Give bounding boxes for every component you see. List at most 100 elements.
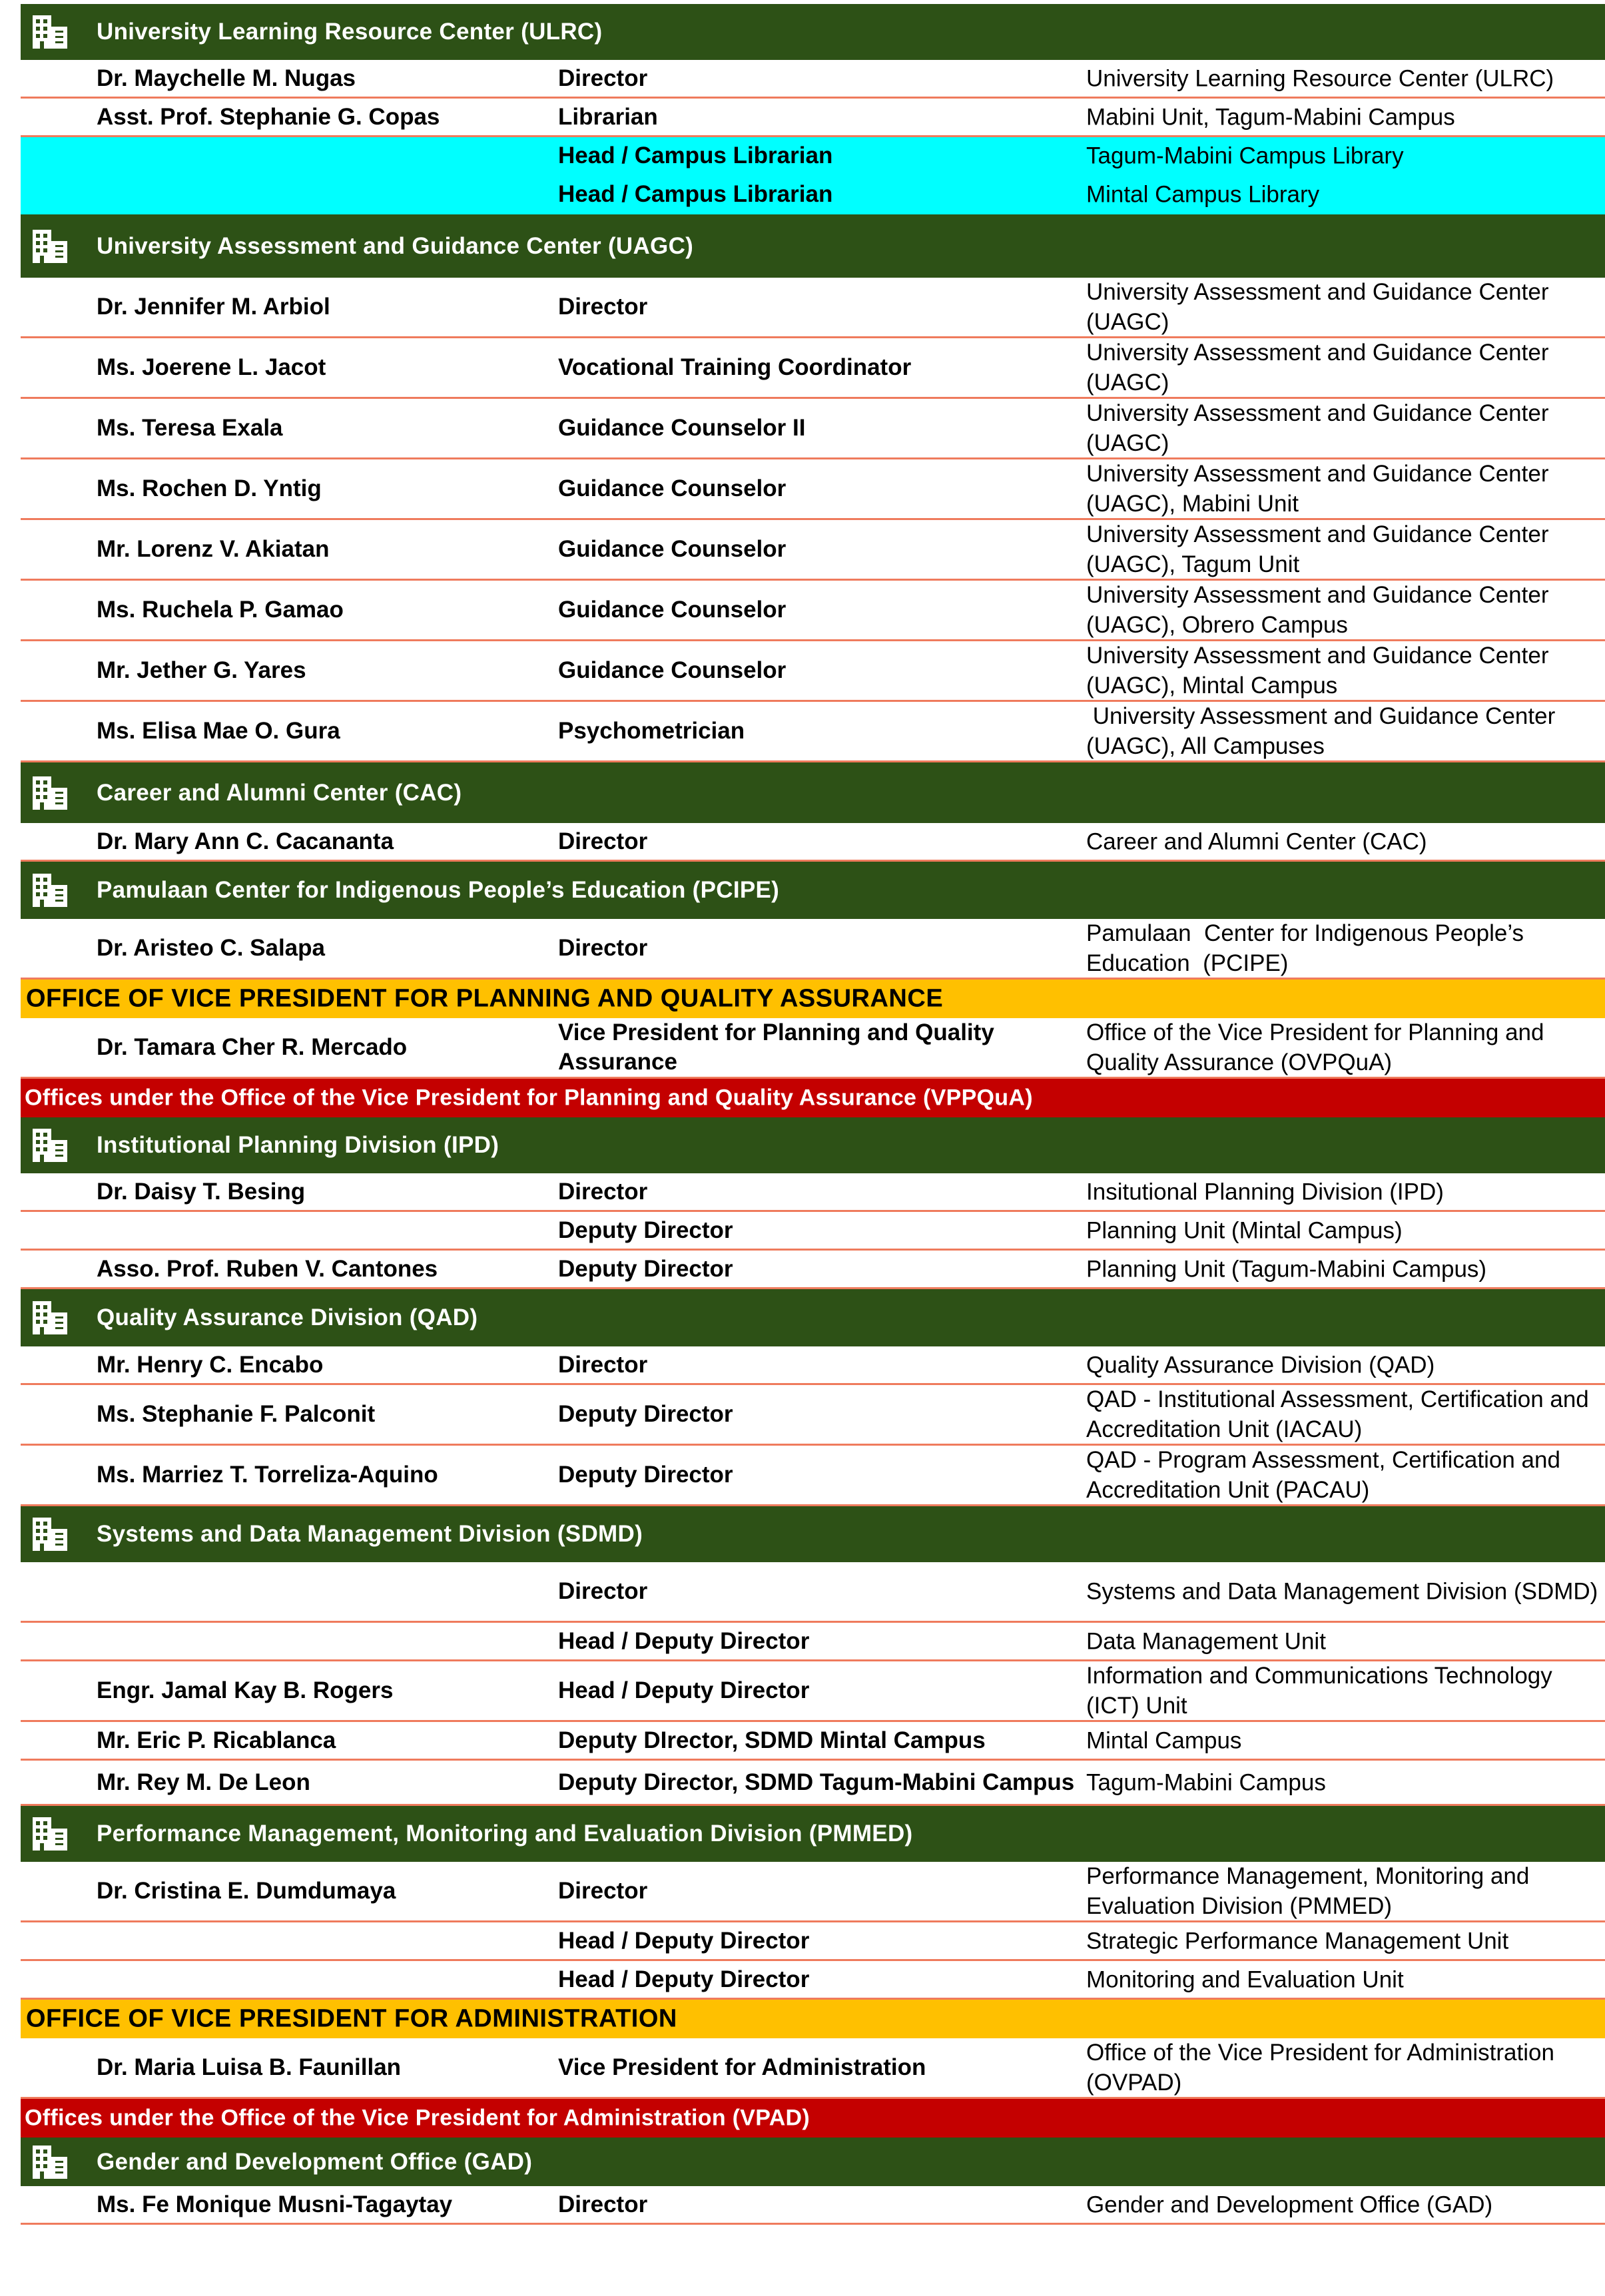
person-name: Dr. Maria Luisa B. Faunillan <box>97 2054 402 2080</box>
person-name: Ms. Marriez T. Torreliza-Aquino <box>97 1462 438 1488</box>
section-header: Performance Management, Monitoring and E… <box>21 1806 1605 1862</box>
position-cell: Director <box>558 1578 648 1604</box>
person-name: Ms. Fe Monique Musni-Tagaytay <box>97 2191 453 2217</box>
table-row: Head / Deputy Director Data Management Un… <box>21 1623 1605 1661</box>
position-cell: Head / Campus Librarian <box>558 142 833 168</box>
unit-cell: QAD - Program Assessment, Certification … <box>1086 1447 1566 1503</box>
position-cell: Psychometrician <box>558 718 745 744</box>
table-row: Mr. Eric P. Ricablanca Deputy DIrector, S… <box>21 1722 1605 1761</box>
person-name: Dr. Maychelle M. Nugas <box>97 65 356 91</box>
table-row: Asso. Prof. Ruben V. Cantones Deputy Dire… <box>21 1251 1605 1289</box>
unit-cell: Mintal Campus Library <box>1086 181 1320 207</box>
position-cell: Guidance Counselor II <box>558 415 806 441</box>
table-row: Ms. Ruchela P. Gamao Guidance Counselor Un… <box>21 581 1605 641</box>
building-icon <box>30 774 70 812</box>
section-header: Gender and Development Office (GAD) <box>21 2138 1605 2186</box>
table-row: Ms. Joerene L. Jacot Vocational Training … <box>21 338 1605 399</box>
section-title: Systems and Data Management Division (SD… <box>97 1521 643 1547</box>
unit-cell: Planning Unit (Mintal Campus) <box>1086 1217 1403 1243</box>
unit-cell: Planning Unit (Tagum-Mabini Campus) <box>1086 1256 1487 1282</box>
section-header: University Assessment and Guidance Cente… <box>21 214 1605 278</box>
table-row: Director Systems and Data Management Divi… <box>21 1562 1605 1623</box>
table-row: Head / Deputy Director Monitoring and Eva… <box>21 1961 1605 2000</box>
position-cell: Deputy Director, SDMD Tagum-Mabini Campu… <box>558 1769 1075 1795</box>
building-icon <box>30 1299 70 1336</box>
person-name: Asst. Prof. Stephanie G. Copas <box>97 103 440 130</box>
building-icon <box>30 2144 70 2181</box>
unit-cell: Office of the Vice President for Adminis… <box>1086 2040 1561 2096</box>
position-cell: Head / Deputy Director <box>558 1927 810 1954</box>
section-header: University Learning Resource Center (ULR… <box>21 4 1605 60</box>
office-header: OFFICE OF VICE PRESIDENT FOR PLANNING AN… <box>21 980 1605 1018</box>
subheader-title: Offices under the Office of the Vice Pre… <box>25 1085 1033 1111</box>
unit-cell: Mabini Unit, Tagum-Mabini Campus <box>1086 104 1455 130</box>
position-cell: Vocational Training Coordinator <box>558 354 912 380</box>
unit-cell: University Assessment and Guidance Cente… <box>1086 461 1556 517</box>
position-cell: Deputy Director <box>558 1255 733 1282</box>
building-icon <box>30 228 70 265</box>
table-row: Head / Deputy Director Strategic Performa… <box>21 1922 1605 1961</box>
section-header: Pamulaan Center for Indigenous People’s … <box>21 862 1605 919</box>
unit-cell: Strategic Performance Management Unit <box>1086 1928 1509 1954</box>
unit-cell: University Assessment and Guidance Cente… <box>1086 340 1556 396</box>
table-row: Dr. Maria Luisa B. Faunillan Vice Preside… <box>21 2038 1605 2099</box>
table-row: Dr. Tamara Cher R. Mercado Vice President… <box>21 1018 1605 1079</box>
position-cell: Director <box>558 2191 648 2217</box>
person-name: Engr. Jamal Kay B. Rogers <box>97 1677 394 1703</box>
position-cell: Director <box>558 65 648 91</box>
position-cell: Director <box>558 1178 648 1205</box>
person-name: Dr. Tamara Cher R. Mercado <box>97 1034 408 1060</box>
position-cell: Guidance Counselor <box>558 536 787 562</box>
person-name: Ms. Rochen D. Yntig <box>97 475 322 501</box>
unit-cell: Information and Communications Technolog… <box>1086 1663 1559 1719</box>
table-row: Head / Campus Librarian Mintal Campus Lib… <box>21 176 1605 214</box>
person-name: Dr. Daisy T. Besing <box>97 1178 306 1205</box>
person-name: Mr. Rey M. De Leon <box>97 1769 310 1795</box>
person-name: Dr. Cristina E. Dumdumaya <box>97 1878 396 1904</box>
table-row: Deputy Director Planning Unit (Mintal Cam… <box>21 1212 1605 1251</box>
table-row: Mr. Henry C. Encabo Director Quality Assur… <box>21 1346 1605 1385</box>
position-cell: Deputy Director <box>558 1217 733 1243</box>
person-name: Mr. Eric P. Ricablanca <box>97 1727 336 1753</box>
position-cell: Head / Deputy Director <box>558 1677 810 1703</box>
section-header: Systems and Data Management Division (SD… <box>21 1506 1605 1562</box>
unit-cell: University Assessment and Guidance Cente… <box>1086 400 1556 456</box>
unit-cell: Quality Assurance Division (QAD) <box>1086 1352 1435 1378</box>
section-title: Institutional Planning Division (IPD) <box>97 1132 499 1158</box>
subheader: Offices under the Office of the Vice Pre… <box>21 2099 1605 2138</box>
table-row: Mr. Lorenz V. Akiatan Guidance Counselor U… <box>21 520 1605 581</box>
unit-cell: Pamulaan Center for Indigenous People’s … <box>1086 920 1530 976</box>
person-name: Dr. Aristeo C. Salapa <box>97 935 325 961</box>
section-title: Gender and Development Office (GAD) <box>97 2148 533 2175</box>
position-cell: Deputy DIrector, SDMD Mintal Campus <box>558 1727 986 1753</box>
unit-cell: Mintal Campus <box>1086 1727 1242 1753</box>
person-name: Mr. Henry C. Encabo <box>97 1351 324 1378</box>
table-row: Dr. Mary Ann C. Cacananta Director Career … <box>21 823 1605 862</box>
table-row: Dr. Daisy T. Besing Director Insitutional … <box>21 1173 1605 1212</box>
building-icon <box>30 1815 70 1853</box>
unit-cell: University Assessment and Guidance Cente… <box>1086 582 1556 638</box>
unit-cell: Performance Management, Monitoring and E… <box>1086 1863 1536 1919</box>
office-title: OFFICE OF VICE PRESIDENT FOR ADMINISTRAT… <box>26 2004 677 2033</box>
section-title: Career and Alumni Center (CAC) <box>97 779 462 806</box>
person-name: Dr. Mary Ann C. Cacananta <box>97 828 394 854</box>
person-name: Ms. Elisa Mae O. Gura <box>97 718 340 744</box>
unit-cell: University Assessment and Guidance Cente… <box>1086 703 1562 759</box>
subheader-title: Offices under the Office of the Vice Pre… <box>25 2105 810 2131</box>
table-row: Ms. Marriez T. Torreliza-Aquino Deputy Di… <box>21 1446 1605 1506</box>
person-name: Ms. Joerene L. Jacot <box>97 354 326 380</box>
position-cell: Guidance Counselor <box>558 657 787 683</box>
position-cell: Head / Deputy Director <box>558 1627 810 1654</box>
table-row: Ms. Fe Monique Musni-Tagaytay Director Gen… <box>21 2186 1605 2225</box>
building-icon <box>30 1516 70 1553</box>
section-title: Quality Assurance Division (QAD) <box>97 1304 478 1330</box>
unit-cell: University Assessment and Guidance Cente… <box>1086 643 1556 699</box>
position-cell: Guidance Counselor <box>558 475 787 501</box>
position-cell: Director <box>558 1351 648 1378</box>
subheader: Offices under the Office of the Vice Pre… <box>21 1079 1605 1117</box>
section-title: University Learning Resource Center (ULR… <box>97 19 603 45</box>
unit-cell: Tagum-Mabini Campus <box>1086 1769 1326 1795</box>
unit-cell: Monitoring and Evaluation Unit <box>1086 1966 1404 1992</box>
position-cell: Head / Campus Librarian <box>558 180 833 207</box>
section-header: Institutional Planning Division (IPD) <box>21 1117 1605 1173</box>
